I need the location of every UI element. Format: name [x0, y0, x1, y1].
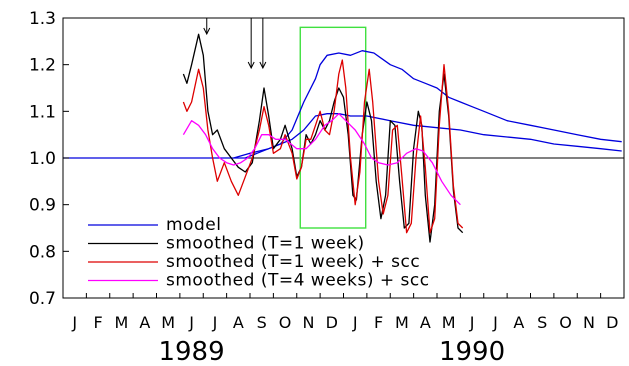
x-year-label-0: 1989 [158, 337, 224, 366]
y-tick-label-0: 0.7 [29, 289, 56, 309]
x-month-label-23: D [606, 313, 618, 332]
x-month-label-8: S [257, 313, 267, 332]
highlight-box [299, 26, 367, 229]
series-line-4 [182, 113, 461, 206]
series-line-1 [233, 50, 622, 159]
legend-entry-0: model [88, 215, 221, 235]
x-year-label-1: 1990 [439, 337, 505, 366]
y-tick-label-5: 1.2 [29, 56, 56, 76]
x-month-label-7: A [233, 313, 244, 332]
legend-entry-2: smoothed (T=1 week) + scc [88, 252, 420, 272]
x-month-label-2: M [115, 313, 129, 332]
legend-label-0: model [166, 215, 221, 235]
x-month-label-18: J [492, 313, 498, 332]
legend-label-2: smoothed (T=1 week) + scc [166, 252, 420, 272]
x-month-label-19: A [513, 313, 524, 332]
x-month-label-6: J [212, 313, 218, 332]
annotation-layer [203, 18, 267, 70]
series-line-3 [182, 59, 464, 234]
x-month-label-14: M [395, 313, 409, 332]
arrow-marker-0 [203, 18, 211, 36]
y-tick-label-4: 1.1 [29, 102, 56, 122]
legend-label-3: smoothed (T=4 weeks) + scc [166, 271, 430, 291]
y-tick-label-6: 1.3 [29, 9, 56, 29]
x-month-label-15: A [420, 313, 431, 332]
x-month-label-3: A [139, 313, 150, 332]
x-month-label-16: M [442, 313, 456, 332]
x-month-label-20: S [537, 313, 547, 332]
x-month-label-9: O [279, 313, 292, 332]
arrow-marker-1 [247, 18, 255, 70]
x-month-label-12: J [352, 313, 358, 332]
x-month-label-4: M [161, 313, 175, 332]
legend-entry-1: smoothed (T=1 week) [88, 234, 365, 254]
axis-layer: 0.70.80.91.01.11.21.3J F M A M J J A S O N D J F M A M J J… [29, 9, 625, 366]
y-tick-label-1: 0.8 [29, 242, 56, 262]
x-month-label-0: J [71, 313, 77, 332]
legend-label-1: smoothed (T=1 week) [166, 234, 365, 254]
series-line-2 [182, 33, 464, 243]
series-line-0 [63, 113, 622, 159]
x-month-label-13: F [374, 313, 383, 332]
x-month-label-10: N [302, 313, 314, 332]
arrow-marker-2 [259, 18, 267, 70]
x-month-label-22: N [583, 313, 595, 332]
x-month-label-21: O [559, 313, 572, 332]
y-tick-label-2: 0.9 [29, 196, 56, 216]
x-month-label-17: J [469, 313, 475, 332]
legend-entry-3: smoothed (T=4 weeks) + scc [88, 271, 430, 291]
y-tick-label-3: 1.0 [29, 149, 56, 169]
series-layer [63, 33, 622, 243]
x-month-label-1: F [93, 313, 102, 332]
x-month-label-11: D [326, 313, 338, 332]
x-month-label-5: J [188, 313, 194, 332]
